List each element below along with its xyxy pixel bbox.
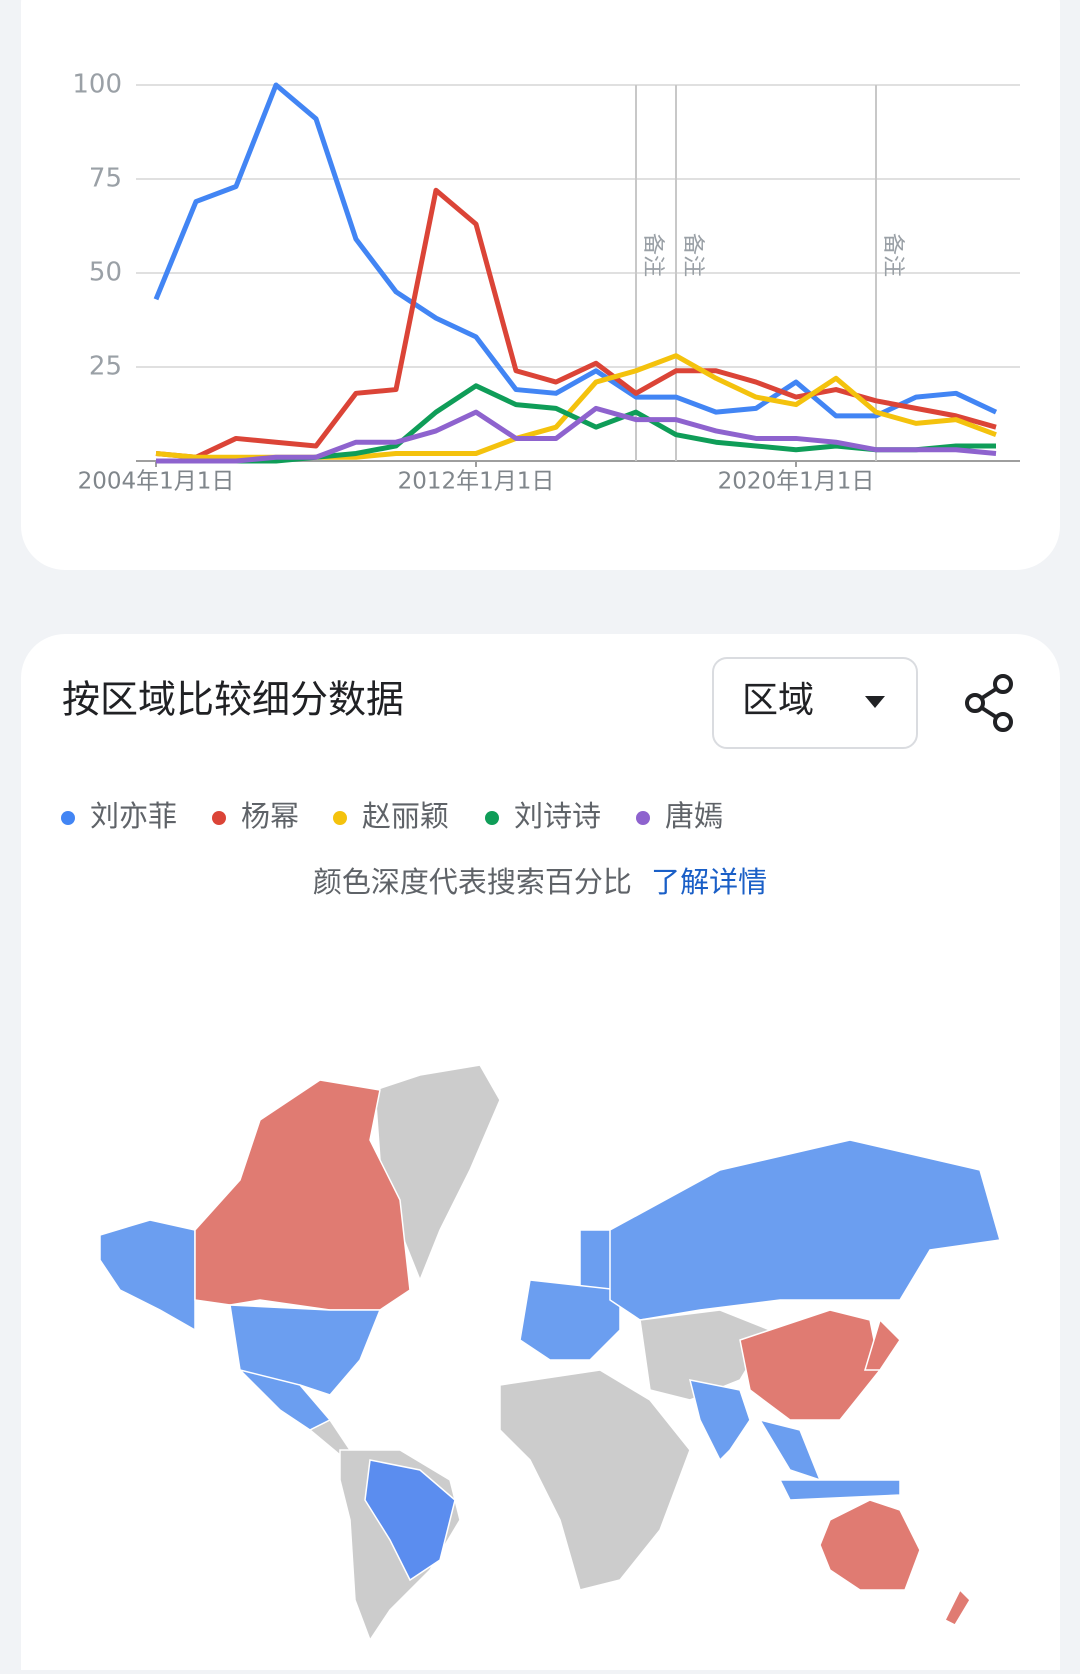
annotation-label: 备注 [640,233,665,277]
legend-dot [61,811,75,825]
dropdown-arrow [865,696,885,708]
annotation-label: 备注 [680,233,705,277]
legend-label: 赵丽颖 [362,799,449,833]
share-button[interactable] [965,674,1013,732]
region-dropdown[interactable] [712,657,918,749]
legend-dot [333,811,347,825]
legend-dot [485,811,499,825]
legend-label: 杨幂 [241,799,299,833]
y-tick-label: 25 [89,352,122,382]
legend-label: 刘诗诗 [514,799,601,833]
y-tick-label: 50 [89,258,122,288]
legend-dot [636,811,650,825]
map-note: 颜色深度代表搜索百分比 了解详情 [313,865,767,899]
x-tick-label: 2020年1月1日 [718,469,875,495]
world-map [99,1064,1001,1642]
legend-label: 刘亦菲 [90,799,177,833]
series-line [156,405,997,464]
section-title: 按区域比较细分数据 [62,678,404,722]
legend: 刘亦菲 杨幂 赵丽颖 刘诗诗 唐嫣 [61,799,723,833]
x-tick-label: 2012年1月1日 [398,469,555,495]
series-line [153,82,998,419]
note-text: 颜色深度代表搜索百分比 [313,865,632,899]
y-tick-label: 75 [89,164,122,194]
y-tick-label: 100 [72,70,122,100]
annotation-label: 备注 [880,233,905,277]
x-tick-label: 2004年1月1日 [78,469,235,495]
dropdown-label: 区域 [742,680,814,721]
legend-dot [212,811,226,825]
learn-more-link[interactable]: 了解详情 [651,865,767,899]
trend-card [21,0,1060,570]
legend-label: 唐嫣 [665,799,723,833]
